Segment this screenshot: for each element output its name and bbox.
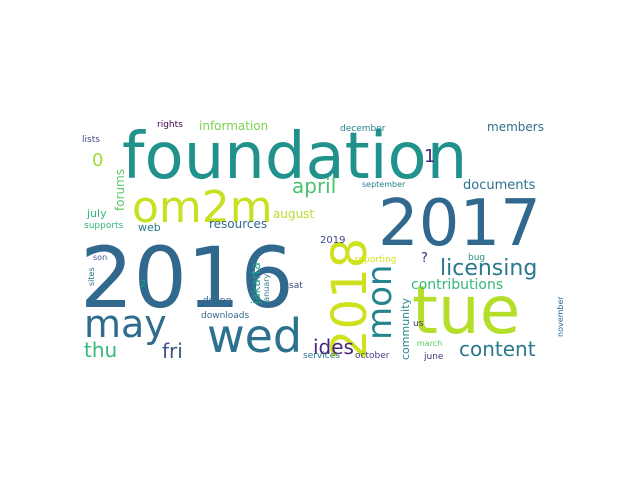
- word-2018: 2018: [322, 238, 378, 360]
- word-wed: wed: [207, 309, 302, 363]
- word-services: services: [303, 351, 340, 361]
- word-april: april: [292, 174, 336, 198]
- word-august: august: [273, 207, 314, 221]
- word-may: may: [84, 302, 167, 346]
- word-duong: duong: [203, 296, 231, 306]
- word-downloads: downloads: [201, 311, 250, 321]
- word-reporting: reporting: [355, 255, 396, 265]
- word-content: content: [459, 337, 536, 361]
- word-us: us: [413, 319, 424, 329]
- word-rights: rights: [157, 120, 183, 130]
- word-resources: resources: [209, 217, 267, 231]
- word-son: son: [93, 253, 107, 262]
- word-2016: 2016: [80, 229, 294, 327]
- word-documents: documents: [463, 178, 536, 193]
- word-jakarta: jakarta: [249, 262, 263, 305]
- word-om2m: om2m: [132, 182, 273, 233]
- word-0: 0: [92, 150, 103, 171]
- word-march: march: [417, 339, 442, 348]
- word-supports: supports: [84, 221, 124, 231]
- word-2017: 2017: [378, 187, 541, 261]
- word-forums: forums: [113, 169, 127, 211]
- word-web: web: [138, 221, 161, 234]
- word-information: information: [199, 119, 268, 133]
- word-contributions: contributions: [411, 277, 503, 293]
- word-foundation: foundation: [122, 120, 467, 194]
- word-thu: thu: [84, 338, 117, 362]
- word-community: community: [399, 297, 412, 360]
- word-october: october: [355, 351, 390, 361]
- word-ides: ides: [313, 335, 354, 359]
- word-1: 1: [424, 146, 435, 167]
- word-fri: fri: [162, 339, 183, 363]
- word-december: december: [340, 124, 386, 134]
- word-mon: mon: [360, 265, 400, 340]
- word-june: june: [423, 352, 444, 362]
- word-sites: sites: [87, 267, 96, 286]
- word-november: november: [556, 296, 565, 337]
- word-sat: sat: [289, 281, 303, 291]
- word-september: september: [362, 180, 406, 189]
- word-members: members: [487, 120, 544, 134]
- word-: ?: [421, 251, 428, 266]
- word-2: 2: [140, 279, 146, 290]
- word-january: january: [262, 274, 271, 305]
- word-licensing: licensing: [440, 256, 537, 281]
- word-lists: lists: [82, 135, 100, 145]
- word-july: july: [86, 207, 107, 220]
- word-tue: tue: [412, 272, 520, 349]
- word-bug: bug: [468, 253, 485, 263]
- word-2019: 2019: [320, 235, 345, 246]
